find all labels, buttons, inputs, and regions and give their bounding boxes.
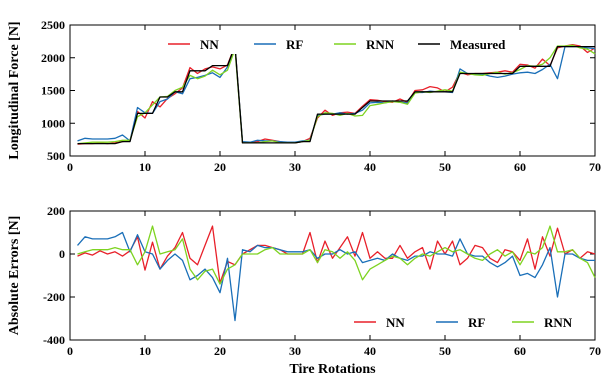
x-tick-label: 60 [514,344,526,358]
y-tick-label: 500 [47,149,65,163]
y-tick-label: 0 [59,247,65,261]
y-tick-label: 200 [47,204,65,218]
x-tick-label: 20 [214,344,226,358]
series-line-measured [77,45,595,145]
y-tick-label: 2500 [41,18,65,32]
legend-label-nn: NN [386,315,405,330]
x-tick-label: 60 [514,160,526,174]
legend-label-rf: RF [468,315,485,330]
x-tick-label: 70 [589,160,601,174]
x-tick-label: 40 [364,344,376,358]
y-tick-label: 1000 [41,116,65,130]
chart-panel-2: 0 10 20 30 40 50 60 70 -400 -200 0 200 Absolute Erro… [7,204,601,377]
chart-panel-1: 0 10 20 30 40 50 60 70 500 1000 1500 2000 2500 Longit… [7,18,601,174]
legend: NN RF RNN Measured [162,34,506,54]
y-tick-label: 1500 [41,84,65,98]
legend: NN RF RNN [348,312,573,332]
legend-label-nn: NN [200,37,219,52]
series-line-nn [77,44,596,145]
x-tick-label: 50 [439,160,451,174]
legend-label-rnn: RNN [366,37,395,52]
legend-label-rf: RF [286,37,303,52]
x-axis-label: Tire Rotations [289,362,376,377]
series-line-rnn [77,225,596,285]
series-line-rnn [77,44,596,145]
x-tick-label: 10 [139,160,151,174]
x-tick-label: 70 [589,344,601,358]
y-tick-label: -200 [43,290,65,304]
x-tick-label: 0 [67,160,73,174]
x-tick-label: 20 [214,160,226,174]
y-tick-label: 2000 [41,51,65,65]
x-tick-label: 30 [289,160,301,174]
legend-label-measured: Measured [450,37,506,52]
legend-label-rnn: RNN [544,315,573,330]
x-tick-label: 10 [139,344,151,358]
x-tick-label: 0 [67,344,73,358]
legend-box [162,34,442,54]
series-line-nn [77,225,596,284]
series-line-rf [77,231,595,322]
series-line-rf [77,45,596,143]
plot-frame [69,210,596,341]
x-tick-label: 30 [289,344,301,358]
x-tick-label: 50 [439,344,451,358]
y-axis-label: Absolute Errors [N] [7,216,22,336]
x-tick-label: 40 [364,160,376,174]
y-axis-label: Longitudinal Force [N] [7,21,22,159]
y-tick-label: -400 [43,333,65,347]
